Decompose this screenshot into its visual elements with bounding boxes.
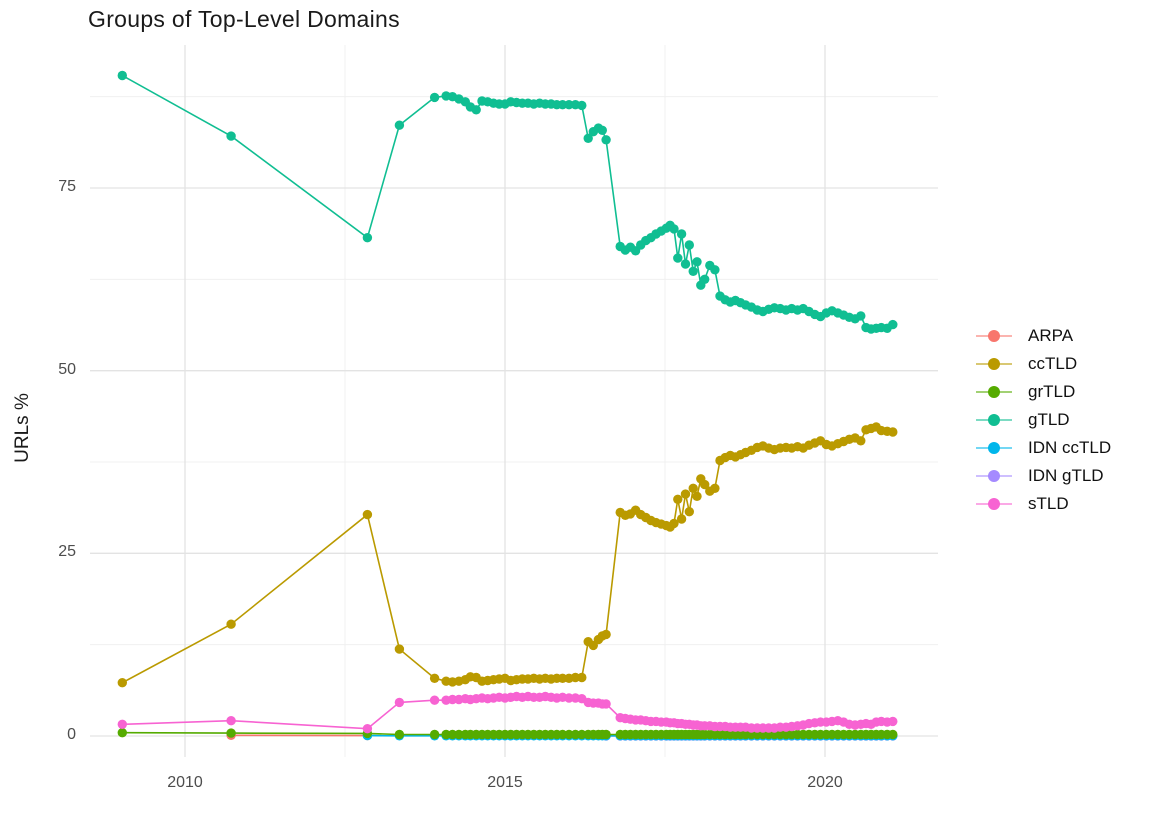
- y-tick-label: 50: [58, 360, 76, 378]
- legend-item: IDN ccTLD: [976, 434, 1111, 462]
- data-point: [684, 507, 694, 517]
- data-point: [583, 133, 593, 143]
- legend-dot: [988, 330, 1000, 342]
- data-point: [226, 619, 236, 629]
- legend-key-icon: [976, 358, 1012, 370]
- data-point: [429, 729, 440, 740]
- legend-item: ccTLD: [976, 350, 1111, 378]
- legend-key-icon: [976, 470, 1012, 482]
- data-point: [710, 265, 720, 275]
- legend-dot: [988, 498, 1000, 510]
- legend: ARPA ccTLD grTLD gTLD IDN ccTLD IDN gTLD sTLD: [976, 322, 1111, 518]
- legend-item-label: grTLD: [1028, 382, 1076, 401]
- legend-item-label: IDN gTLD: [1028, 466, 1104, 485]
- legend-dot: [988, 414, 1000, 426]
- data-point: [117, 719, 128, 729]
- legend-dot: [988, 386, 1000, 398]
- series-gTLD: [117, 70, 898, 334]
- data-point: [429, 92, 440, 103]
- data-point: [688, 483, 698, 493]
- data-point: [601, 699, 611, 709]
- legend-item: gTLD: [976, 406, 1111, 434]
- data-point: [601, 629, 611, 640]
- series-ccTLD: [117, 422, 898, 688]
- data-point: [601, 729, 611, 740]
- series-sTLD: [117, 691, 898, 734]
- legend-key-icon: [976, 414, 1012, 426]
- legend-item: ARPA: [976, 322, 1111, 350]
- data-point: [676, 229, 687, 239]
- legend-item: grTLD: [976, 378, 1111, 406]
- data-point: [680, 259, 691, 269]
- data-point: [226, 728, 236, 738]
- data-point: [117, 728, 128, 738]
- data-point: [856, 436, 866, 446]
- data-point: [362, 233, 373, 243]
- legend-key-icon: [976, 442, 1012, 454]
- legend-dot: [988, 442, 1000, 454]
- data-point: [669, 518, 679, 529]
- y-tick-label: 75: [58, 177, 76, 195]
- data-point: [226, 716, 236, 726]
- data-point: [888, 716, 898, 727]
- data-point: [362, 724, 373, 734]
- data-point: [117, 70, 128, 81]
- data-point: [888, 729, 898, 740]
- legend-item-label: gTLD: [1028, 410, 1070, 429]
- legend-key-icon: [976, 386, 1012, 398]
- legend-item-label: ARPA: [1028, 326, 1074, 345]
- data-point: [429, 673, 440, 683]
- legend-key-icon: [976, 498, 1012, 510]
- data-point: [226, 131, 236, 141]
- data-point: [429, 695, 440, 705]
- x-tick-label: 2020: [807, 774, 843, 791]
- x-tick-label: 2015: [487, 774, 523, 791]
- legend-item-label: ccTLD: [1028, 354, 1078, 373]
- data-point: [362, 509, 373, 520]
- data-point: [692, 491, 702, 501]
- data-point: [673, 494, 683, 504]
- data-point: [700, 274, 710, 284]
- data-point: [688, 266, 698, 276]
- data-point: [394, 729, 405, 740]
- series-ARPA: [226, 730, 373, 741]
- data-point: [856, 311, 866, 321]
- data-point: [888, 319, 898, 330]
- legend-key-icon: [976, 330, 1012, 342]
- legend-item-label: IDN ccTLD: [1028, 438, 1112, 457]
- series-grTLD: [117, 728, 898, 740]
- data-point: [601, 135, 611, 145]
- chart-title: Groups of Top-Level Domains: [88, 6, 400, 32]
- y-tick-label: 25: [58, 543, 76, 561]
- data-point: [710, 483, 720, 493]
- data-point: [684, 240, 694, 250]
- data-point: [669, 224, 679, 234]
- y-tick-label: 0: [67, 726, 76, 743]
- x-tick-label: 2010: [167, 774, 203, 791]
- data-point: [394, 697, 405, 708]
- data-point: [471, 105, 481, 115]
- data-point: [597, 125, 607, 135]
- data-point: [394, 120, 405, 130]
- data-point: [888, 427, 898, 437]
- data-point: [676, 514, 687, 524]
- legend-dot: [988, 358, 1000, 370]
- data-point: [680, 489, 691, 499]
- legend-item: sTLD: [976, 490, 1111, 518]
- legend-item: IDN gTLD: [976, 462, 1111, 490]
- data-point: [673, 253, 683, 263]
- data-point: [700, 479, 710, 490]
- legend-dot: [988, 470, 1000, 482]
- data-point: [117, 678, 128, 688]
- data-point: [692, 257, 702, 267]
- series-line: [121, 74, 894, 330]
- data-point: [577, 672, 587, 683]
- data-point: [577, 100, 587, 111]
- data-point: [394, 644, 405, 654]
- legend-item-label: sTLD: [1028, 494, 1069, 513]
